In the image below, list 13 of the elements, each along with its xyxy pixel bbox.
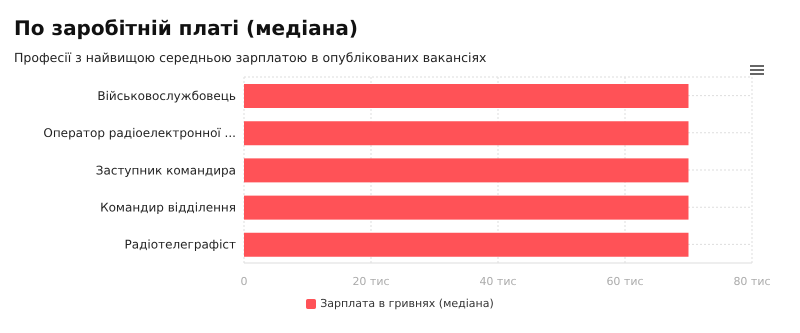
y-tick-label: Військовослужбовець xyxy=(97,88,236,103)
y-tick-label: Оператор радіоелектронної ... xyxy=(43,126,236,140)
chart-title: По заробітній платі (медіана) xyxy=(13,15,360,40)
x-tick-label: 80 тис xyxy=(733,274,771,288)
x-tick-label: 20 тис xyxy=(352,274,390,288)
legend-label: Зарплата в гривнях (медіана) xyxy=(320,297,494,310)
y-tick-label: Радіотелеграфіст xyxy=(124,238,236,252)
x-tick-label: 0 xyxy=(240,274,248,288)
chart-subtitle: Професії з найвищою середньою зарплатою в опублікованих вакансіях xyxy=(13,49,488,65)
x-tick-label: 60 тис xyxy=(606,274,644,288)
y-tick-label: Заступник командира xyxy=(96,163,236,178)
y-tick-label: Командир відділення xyxy=(100,200,236,214)
x-tick-label: 40 тис xyxy=(479,274,517,288)
